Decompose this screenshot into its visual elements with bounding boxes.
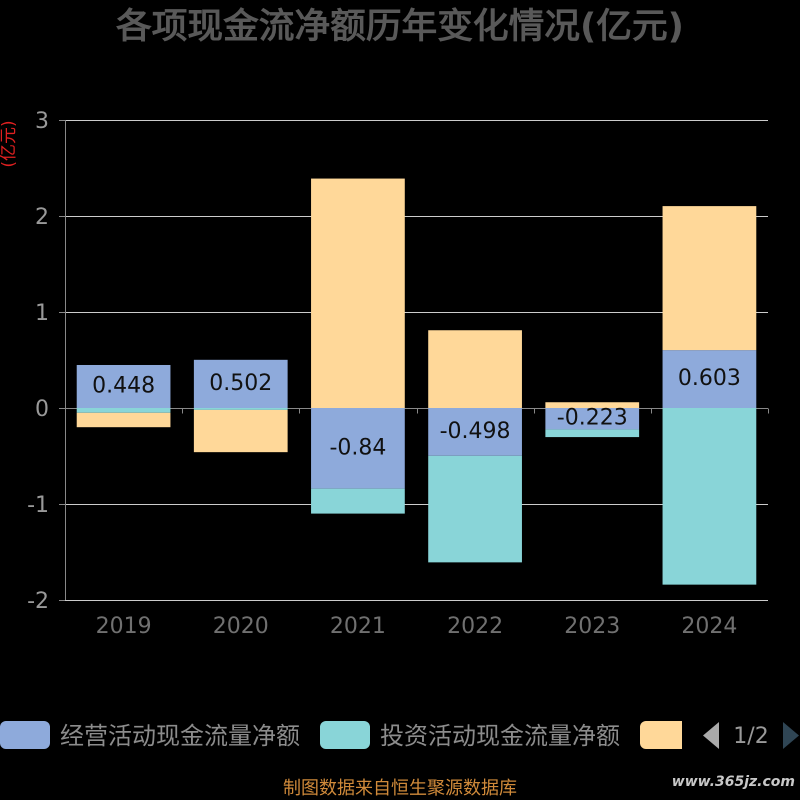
x-tick-label: 2019 (96, 614, 152, 639)
triangle-left-icon[interactable] (703, 722, 719, 749)
bar-segment (662, 350, 757, 408)
bar-segment (311, 408, 405, 489)
x-tick-label: 2020 (213, 614, 269, 639)
y-tick-label: 1 (35, 301, 49, 326)
data-label: 0.448 (92, 373, 155, 398)
y-tick-label: 2 (35, 205, 49, 230)
legend-item[interactable]: 经营活动现金流量净额 (0, 721, 300, 750)
data-label: 0.603 (678, 366, 741, 391)
bar-segment (193, 408, 288, 410)
data-label: -0.84 (329, 435, 386, 460)
y-tick-label: -2 (27, 589, 49, 614)
data-label: -0.498 (440, 419, 511, 444)
y-axis-name: (亿元) (0, 120, 19, 167)
legend-item[interactable] (640, 721, 690, 749)
chart-title: 各项现金流净额历年变化情况(亿元) (115, 6, 684, 47)
legend-swatch (0, 721, 50, 749)
legend: 经营活动现金流量净额 投资活动现金流量净额 (0, 721, 690, 750)
x-tick-label: 2023 (564, 614, 620, 639)
bar-segment (311, 178, 405, 408)
watermark: www.365jz.com (672, 774, 795, 790)
bar-segment (193, 359, 288, 408)
bars (76, 178, 757, 585)
data-label: -0.223 (557, 406, 628, 431)
data-labels: 0.448 0.502 -0.84 -0.498 -0.223 0.603 (92, 366, 741, 460)
bar-segment (662, 206, 757, 351)
bar-segment (545, 402, 640, 408)
legend-label: 经营活动现金流量净额 (60, 722, 300, 750)
bar-segment (311, 488, 405, 514)
y-tick-label: 3 (35, 109, 49, 134)
bar-segment (428, 455, 522, 563)
legend-swatch (640, 721, 682, 749)
legend-swatch (320, 721, 370, 749)
y-tick-label: 0 (35, 397, 49, 422)
data-label: 0.502 (209, 371, 272, 396)
x-tick-label: 2022 (447, 614, 503, 639)
bar-segment (545, 408, 640, 430)
bar-segment (428, 408, 522, 456)
bar-segment (428, 330, 522, 408)
bar-segment (76, 412, 171, 428)
y-tick-label: -1 (27, 493, 49, 518)
legend-pager: 1/2 (703, 722, 799, 749)
triangle-right-icon[interactable] (783, 722, 799, 749)
bar-segment (76, 408, 171, 413)
bar-segment (76, 364, 171, 408)
legend-label: 投资活动现金流量净额 (380, 722, 620, 750)
bar-segment (193, 409, 288, 453)
legend-item[interactable]: 投资活动现金流量净额 (320, 721, 620, 750)
axes: 3 2 1 0 -1 -2 2019 2020 2021 2022 2023 2024 (27, 109, 769, 639)
source-note: 制图数据来自恒生聚源数据库 (283, 778, 517, 799)
legend-page-indicator: 1/2 (733, 724, 768, 749)
bar-segment (545, 429, 640, 438)
x-tick-label: 2021 (330, 614, 386, 639)
x-tick-label: 2024 (681, 614, 737, 639)
bar-segment (662, 408, 757, 585)
grid-lines (65, 120, 768, 601)
